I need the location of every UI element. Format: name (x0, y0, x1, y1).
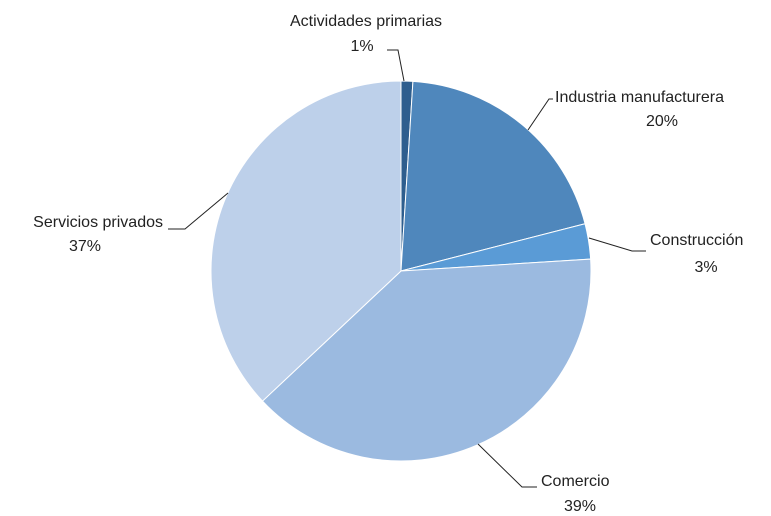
pie-slice (210, 80, 402, 402)
slice-value-label: 20% (646, 113, 678, 130)
leader-line (168, 192, 229, 230)
slice-label: Actividades primarias (290, 13, 442, 30)
pie-slice (400, 80, 586, 272)
pie-slice (261, 258, 592, 462)
slice-label: Industria manufacturera (555, 89, 724, 106)
leader-line (477, 443, 537, 488)
leader-line (527, 98, 553, 131)
leader-line (387, 49, 405, 82)
leader-line (588, 237, 646, 252)
slice-label: Comercio (541, 473, 610, 490)
slice-label: Servicios privados (33, 214, 163, 231)
slice-label: Construcción (650, 232, 743, 249)
slice-value-label: 39% (564, 498, 596, 515)
slice-value-label: 37% (69, 238, 101, 255)
slice-value-label: 3% (694, 259, 717, 276)
slice-value-label: 1% (350, 38, 373, 55)
